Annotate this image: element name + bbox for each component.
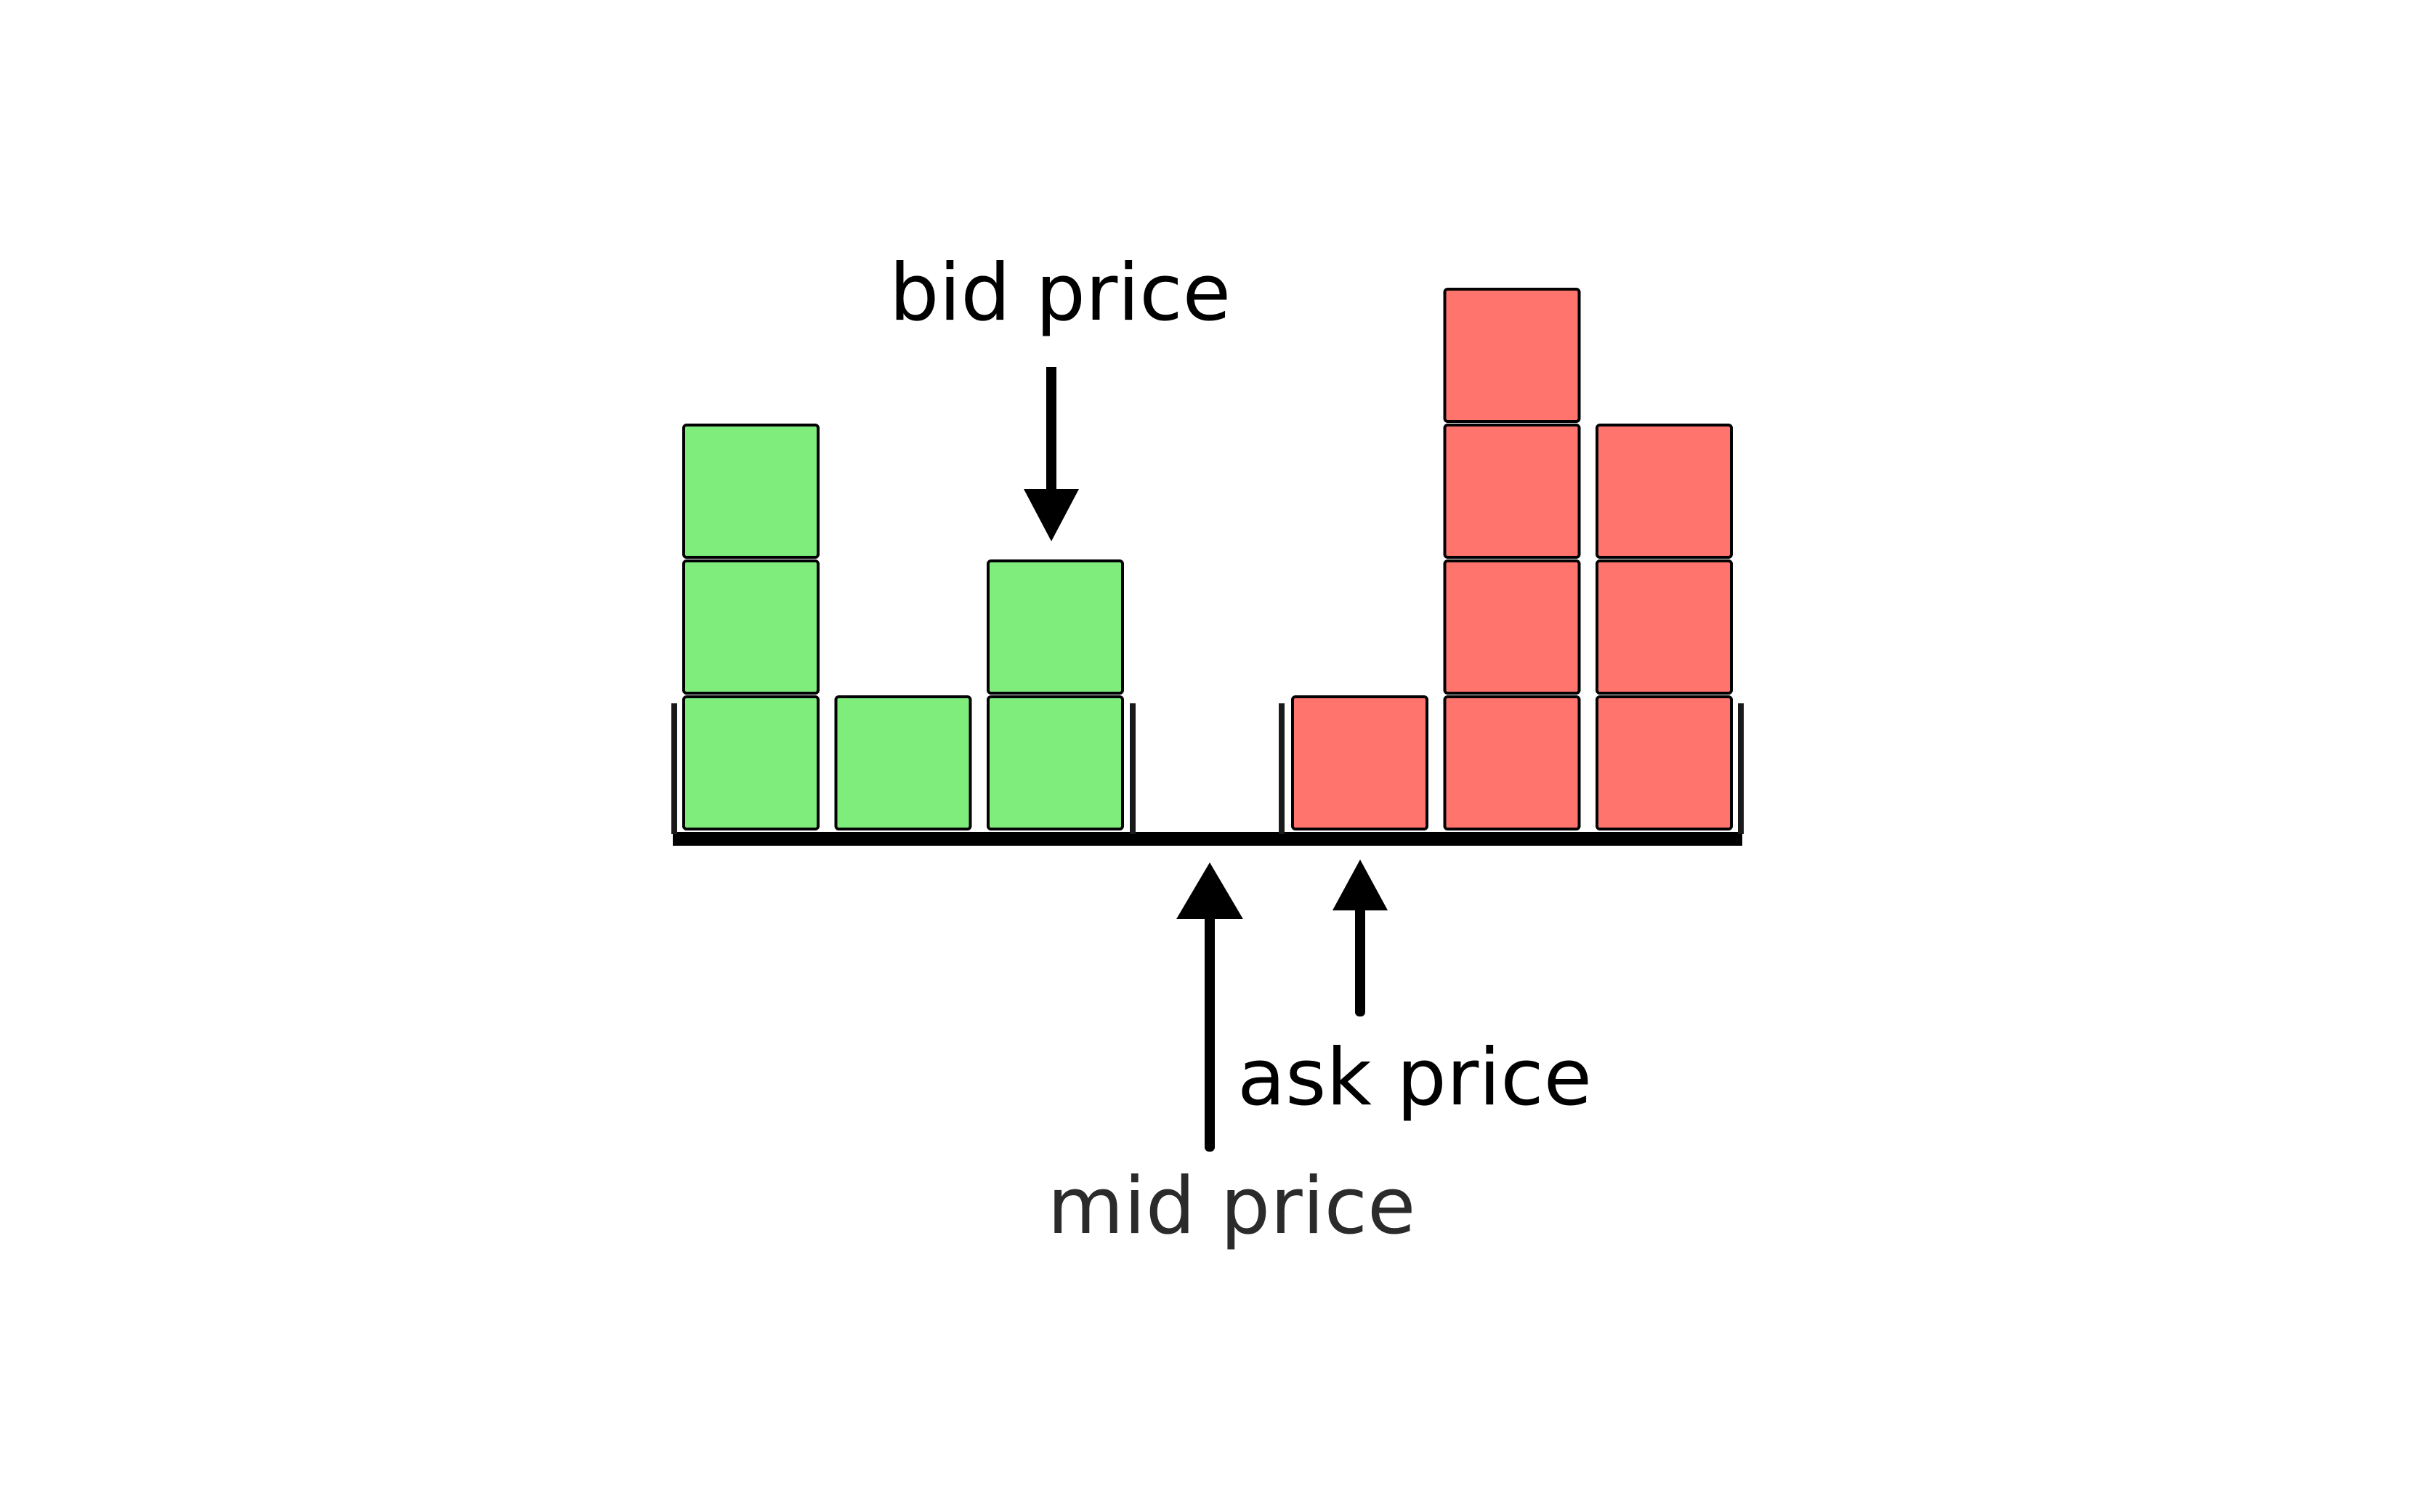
bid-price-arrow bbox=[1024, 367, 1079, 541]
ask-order-block bbox=[1443, 559, 1581, 695]
ask-order-block bbox=[1443, 288, 1581, 423]
left-edge-tick bbox=[671, 703, 677, 834]
order-book-blocks bbox=[682, 288, 1733, 830]
bid-order-block bbox=[682, 695, 820, 830]
bid-order-block bbox=[682, 424, 820, 559]
ask-order-block bbox=[1443, 695, 1581, 830]
ask-order-block bbox=[1291, 695, 1428, 830]
mid-arrow-head bbox=[1176, 862, 1243, 919]
ask-price-label: ask price bbox=[1237, 1032, 1592, 1123]
bid-order-block bbox=[682, 559, 820, 695]
ask-order-block bbox=[1596, 424, 1733, 559]
ask-order-block bbox=[1596, 695, 1733, 830]
bid-order-block bbox=[987, 559, 1124, 695]
ask-arrow-head bbox=[1333, 860, 1388, 910]
mid-price-arrow bbox=[1176, 862, 1243, 1152]
right-edge-tick bbox=[1738, 703, 1744, 834]
ask-order-block bbox=[1596, 559, 1733, 695]
ask-order-block bbox=[1443, 424, 1581, 559]
bid-order-block bbox=[987, 695, 1124, 830]
bid-arrow-shaft bbox=[1046, 367, 1056, 498]
bid-order-block bbox=[834, 695, 972, 830]
book-edge-ticks bbox=[671, 703, 1744, 834]
bid-side-right-tick bbox=[1130, 703, 1136, 834]
ask-side-left-tick bbox=[1279, 703, 1285, 834]
ask-price-arrow bbox=[1333, 860, 1388, 1016]
price-axis-baseline bbox=[673, 832, 1742, 846]
bid-arrow-head bbox=[1024, 489, 1079, 541]
mid-arrow-shaft bbox=[1205, 914, 1215, 1152]
bid-price-label: bid price bbox=[889, 248, 1231, 339]
ask-arrow-shaft bbox=[1355, 906, 1365, 1016]
mid-price-label: mid price bbox=[1048, 1161, 1416, 1252]
